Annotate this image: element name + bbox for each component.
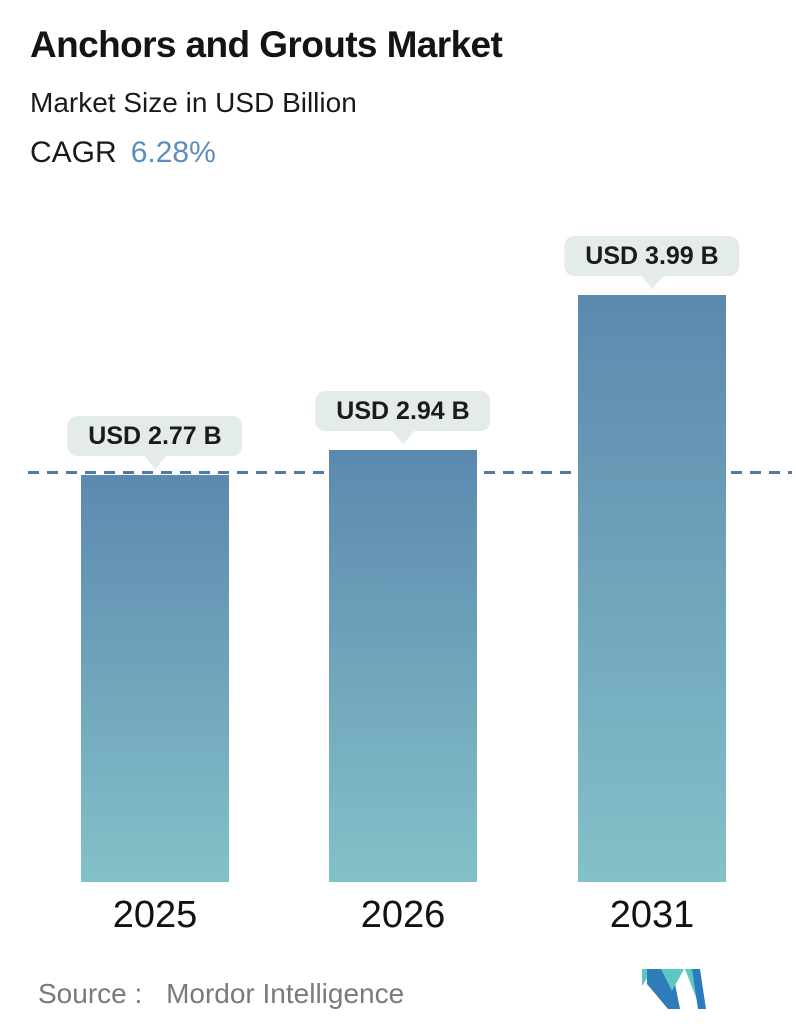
source-value: Mordor Intelligence <box>166 978 405 1009</box>
source-label: Source : <box>38 978 143 1009</box>
bar-2025 <box>81 475 229 882</box>
bar-2026 <box>329 450 477 882</box>
x-axis-label-2031: 2031 <box>609 894 695 936</box>
page-title: Anchors and Grouts Market <box>30 24 503 65</box>
x-axis-label-2026: 2026 <box>360 894 446 936</box>
value-label-2026: USD 2.94 B <box>315 391 491 431</box>
cagr-value: 6.28% <box>130 136 216 169</box>
x-axis-label-2025: 2025 <box>112 894 198 936</box>
value-label-2031: USD 3.99 B <box>564 236 740 276</box>
source-attribution: Source : Mordor Intelligence <box>38 978 404 1010</box>
bar-2031 <box>578 295 726 882</box>
cagr-row: CAGR 6.28% <box>30 136 216 170</box>
mordor-intelligence-logo-icon <box>642 969 706 1009</box>
chart-subtitle: Market Size in USD Billion <box>30 87 357 118</box>
value-label-2025: USD 2.77 B <box>67 416 243 456</box>
cagr-label: CAGR <box>30 136 117 169</box>
